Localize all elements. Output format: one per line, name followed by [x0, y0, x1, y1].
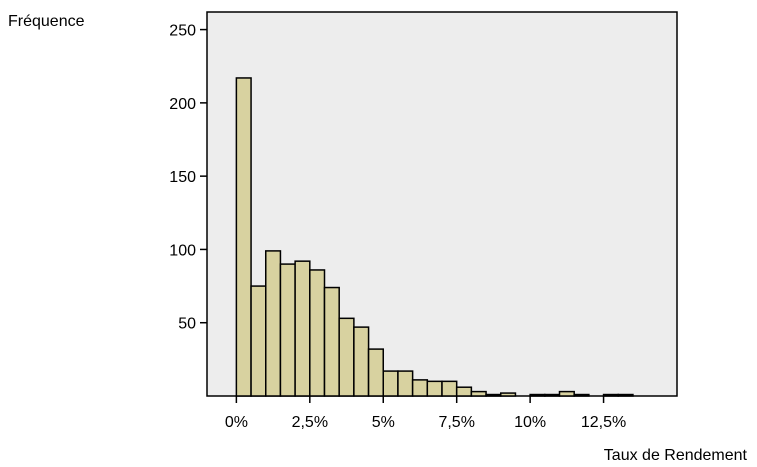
histogram-bar	[367, 348, 384, 397]
histogram-bar	[500, 392, 517, 397]
histogram-bar	[265, 250, 282, 397]
histogram-bar	[441, 380, 458, 397]
histogram-bar	[323, 286, 340, 397]
x-tick-label: 12,5%	[581, 414, 626, 431]
histogram-bar	[558, 390, 575, 397]
x-tick-label: 0%	[225, 414, 248, 431]
histogram-bar	[353, 326, 370, 397]
histogram-bar	[235, 77, 252, 397]
x-tick-label: 10%	[514, 414, 546, 431]
y-axis-label: Fréquence	[8, 13, 85, 30]
histogram-bar	[397, 370, 414, 397]
histogram-bar	[426, 380, 443, 397]
histogram-bar	[455, 386, 473, 397]
y-tick-label: 100	[169, 242, 196, 259]
x-axis-ticks: 0% 2,5% 5% 7,5% 10% 12,5%	[225, 396, 626, 431]
y-tick-label: 200	[169, 96, 196, 113]
histogram-bar	[573, 393, 590, 397]
x-axis-label: Taux de Rendement	[604, 447, 748, 464]
y-tick-label: 250	[169, 23, 196, 40]
bars	[235, 77, 634, 397]
histogram-bar	[411, 379, 429, 397]
histogram-bar	[544, 393, 561, 397]
histogram-bar	[294, 260, 311, 397]
histogram-bar	[602, 393, 619, 397]
histogram-bar	[617, 393, 634, 397]
y-axis-ticks: 50 100 150 200 250	[169, 23, 207, 333]
x-tick-label: 2,5%	[292, 414, 328, 431]
y-tick-label: 50	[178, 316, 196, 333]
histogram-bar	[279, 263, 296, 397]
histogram-bar	[382, 370, 399, 397]
x-tick-label: 7,5%	[438, 414, 474, 431]
histogram-bar	[250, 285, 267, 397]
x-tick-label: 5%	[372, 414, 395, 431]
histogram-bar	[485, 393, 502, 397]
histogram-bar	[338, 317, 355, 397]
histogram-bar	[309, 269, 326, 397]
histogram-bar	[529, 393, 546, 397]
y-tick-label: 150	[169, 169, 196, 186]
histogram-bar	[470, 390, 487, 397]
